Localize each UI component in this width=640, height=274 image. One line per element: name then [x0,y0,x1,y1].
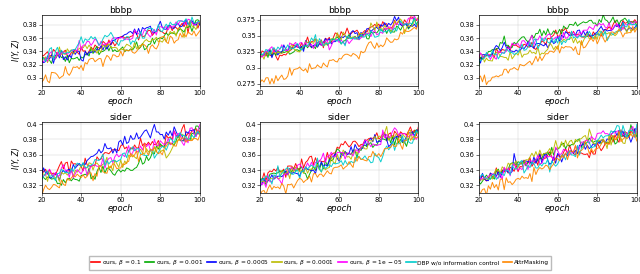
X-axis label: epoch: epoch [108,204,134,213]
Title: bbbp: bbbp [546,6,569,15]
Legend: ours, $\beta$ = 0.1, ours, $\beta$ = 0.001, ours, $\beta$ = 0.0005, ours, $\beta: ours, $\beta$ = 0.1, ours, $\beta$ = 0.0… [88,256,552,270]
X-axis label: epoch: epoch [326,204,352,213]
Title: sider: sider [547,113,569,122]
Title: bbbp: bbbp [109,6,132,15]
Title: sider: sider [109,113,132,122]
X-axis label: epoch: epoch [545,204,570,213]
X-axis label: epoch: epoch [108,97,134,105]
Y-axis label: I(Y, Z): I(Y, Z) [12,39,20,61]
X-axis label: epoch: epoch [545,97,570,105]
Title: sider: sider [328,113,350,122]
Title: bbbp: bbbp [328,6,351,15]
X-axis label: epoch: epoch [326,97,352,105]
Y-axis label: I(Y, Z): I(Y, Z) [12,147,20,169]
